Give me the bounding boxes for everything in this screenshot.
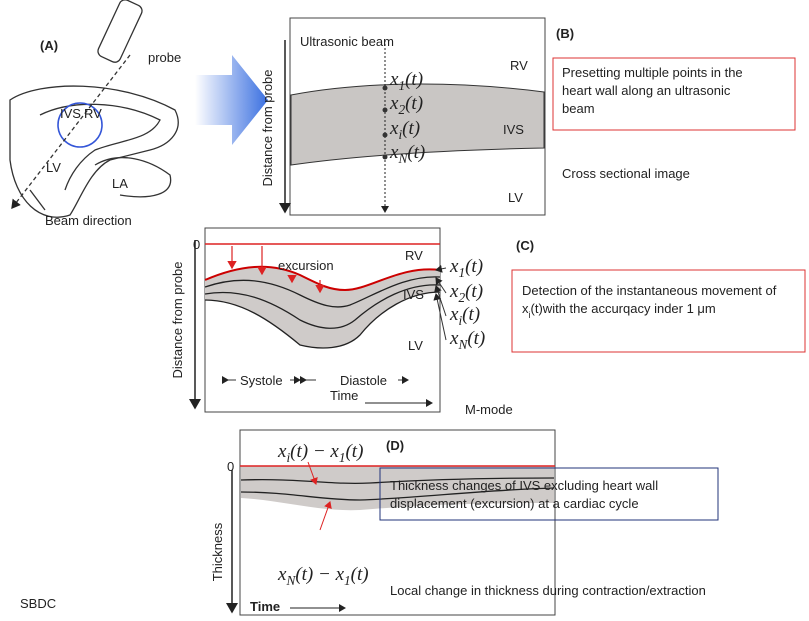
caption: M-mode	[465, 402, 513, 417]
text-part: (t)	[407, 142, 425, 163]
y-axis-label: Thickness	[210, 522, 225, 581]
text-part: (t)	[467, 328, 485, 349]
text-part: (t)	[405, 93, 423, 114]
x-axis-label: Time	[330, 388, 358, 403]
y-axis-label: Distance from probe	[260, 69, 275, 186]
point-label: x1(t)	[449, 256, 483, 280]
text-part: (t)	[465, 256, 483, 277]
subscript: 1	[344, 573, 351, 588]
panel-c-drawing	[195, 228, 805, 412]
description: Presetting multiple points in the	[562, 65, 743, 80]
label: LV	[408, 338, 423, 353]
label: LA	[112, 176, 128, 191]
label: Beam direction	[45, 213, 132, 228]
point-label: xN(t)	[389, 142, 425, 166]
label: IVS	[60, 106, 81, 121]
watermark: SBDC	[20, 596, 56, 611]
label: LV	[508, 190, 523, 205]
description: heart wall along an ultrasonic	[562, 83, 731, 98]
subscript: 1	[458, 265, 465, 280]
label: probe	[148, 50, 181, 65]
label: Diastole	[340, 373, 387, 388]
description: xi(t)with the accurqacy inder 1 μm	[522, 301, 716, 320]
text-part: (t)	[405, 69, 423, 90]
description: Detection of the instantaneous movement …	[522, 283, 777, 298]
y-axis-label: Distance from probe	[170, 261, 185, 378]
description: displacement (excursion) at a cardiac cy…	[390, 496, 639, 511]
subscript: 1	[339, 450, 346, 465]
zero-label: 0	[193, 237, 200, 252]
label: excursion	[278, 258, 334, 273]
point-label: x1(t)	[389, 69, 423, 93]
text-part: (t)	[462, 304, 480, 325]
figure: (A)probeIVSRVLVLABeam direction(B)Ultras…	[0, 0, 809, 621]
label: LV	[46, 160, 61, 175]
label: RV	[405, 248, 423, 263]
description: beam	[562, 101, 595, 116]
text-part: (t) − x	[290, 441, 339, 462]
text-part: (t)	[351, 564, 369, 585]
panel-label: (D)	[386, 438, 404, 453]
x-axis-label: Time	[250, 599, 280, 614]
text-part: (t)	[345, 441, 363, 462]
point-label: xN(t)	[449, 328, 485, 352]
point-label: xi(t)	[449, 304, 480, 328]
panel-label: (A)	[40, 38, 58, 53]
label: Systole	[240, 373, 283, 388]
label: IVS	[503, 122, 524, 137]
panel-label: (B)	[556, 26, 574, 41]
transition-arrow	[195, 55, 268, 145]
panel-label: (C)	[516, 238, 534, 253]
zero-label: 0	[227, 459, 234, 474]
point-label: x2(t)	[449, 281, 483, 305]
text-part: (t)	[402, 118, 420, 139]
difference-label: xi(t) − x1(t)	[277, 441, 363, 465]
point-label: x2(t)	[389, 93, 423, 117]
label: RV	[84, 106, 102, 121]
text-part: (t)with the accurqacy inder 1 μm	[531, 301, 716, 316]
text-part: (t)	[465, 281, 483, 302]
subscript: 1	[398, 78, 405, 93]
text-part: (t) − x	[295, 564, 344, 585]
caption: Local change in thickness during contrac…	[390, 583, 706, 598]
label: RV	[510, 58, 528, 73]
text-part: Detection of the instantaneous movement …	[522, 283, 777, 298]
description: Thickness changes of IVS excluding heart…	[390, 478, 658, 493]
point-label: xi(t)	[389, 118, 420, 142]
label: Ultrasonic beam	[300, 34, 394, 49]
caption: Cross sectional image	[562, 166, 690, 181]
label: IVS	[403, 287, 424, 302]
